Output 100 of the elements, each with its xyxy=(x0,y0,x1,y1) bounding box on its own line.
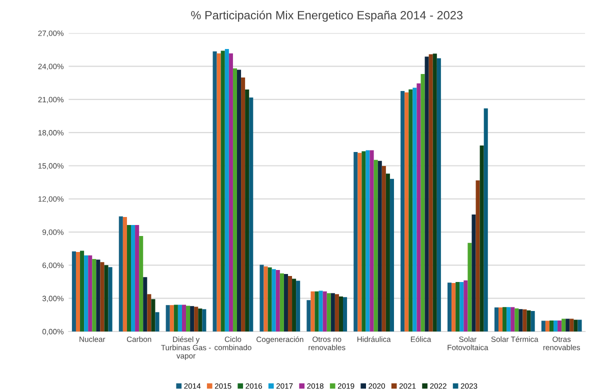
bar xyxy=(472,214,476,332)
bar xyxy=(108,267,112,332)
bar xyxy=(170,305,174,332)
bar xyxy=(386,174,390,332)
bar xyxy=(186,306,190,332)
bar xyxy=(104,265,108,332)
bar xyxy=(460,282,464,332)
bar xyxy=(514,308,519,332)
bar xyxy=(545,320,550,332)
bar xyxy=(272,269,276,332)
bar xyxy=(412,88,417,332)
bar xyxy=(326,293,331,332)
bar xyxy=(147,294,152,332)
bar xyxy=(343,297,348,332)
bar xyxy=(400,91,405,332)
bar xyxy=(424,56,429,332)
bar xyxy=(143,277,148,332)
bar xyxy=(374,160,378,332)
bar xyxy=(468,242,472,332)
bar xyxy=(480,146,484,332)
bar xyxy=(558,320,562,332)
bar xyxy=(122,217,127,332)
bar xyxy=(260,264,264,332)
bar xyxy=(452,282,456,332)
bar xyxy=(182,304,186,332)
bar xyxy=(224,49,229,332)
bar xyxy=(194,306,198,332)
bar xyxy=(288,276,292,332)
bar xyxy=(198,308,202,332)
bar xyxy=(96,260,100,332)
bar xyxy=(526,310,531,332)
chart-title: % Participación Mix Energetico España 2014 - 2023 xyxy=(191,10,463,22)
bar xyxy=(212,51,217,332)
bar xyxy=(570,318,574,332)
bar xyxy=(428,54,433,332)
bar xyxy=(126,224,131,332)
bar xyxy=(296,280,300,332)
bar xyxy=(292,278,296,332)
bar xyxy=(554,320,558,332)
bar xyxy=(530,311,535,332)
bar xyxy=(174,304,178,332)
bar xyxy=(574,320,578,332)
bar xyxy=(378,160,382,332)
bar xyxy=(216,53,221,332)
bar xyxy=(268,267,272,332)
bar xyxy=(322,291,327,332)
bar xyxy=(178,304,182,332)
bar xyxy=(310,291,315,332)
bar xyxy=(80,250,84,332)
bar xyxy=(541,320,546,332)
bar xyxy=(464,280,468,332)
bar xyxy=(484,108,488,332)
bar xyxy=(420,74,425,332)
bar xyxy=(264,266,268,332)
bar xyxy=(72,251,76,332)
bar xyxy=(448,282,452,332)
bar xyxy=(502,307,507,332)
bar xyxy=(498,307,503,332)
bar xyxy=(366,150,370,332)
bar xyxy=(135,224,140,332)
bar xyxy=(390,178,394,332)
bar xyxy=(432,54,437,332)
bar xyxy=(228,53,233,332)
bar xyxy=(245,90,250,332)
bar xyxy=(338,296,344,332)
bar xyxy=(408,89,413,332)
bar xyxy=(436,58,441,332)
bar xyxy=(190,306,194,332)
bar xyxy=(166,305,170,332)
bar xyxy=(92,259,96,332)
bar xyxy=(566,318,570,332)
bar xyxy=(139,236,144,332)
bar xyxy=(578,320,582,332)
bar xyxy=(314,291,319,332)
bar xyxy=(202,309,206,332)
bar xyxy=(100,262,104,332)
bar xyxy=(330,293,335,332)
bar xyxy=(280,273,284,332)
bar xyxy=(354,152,358,332)
bar xyxy=(382,166,386,332)
bar xyxy=(220,50,225,332)
bar xyxy=(522,309,527,332)
bar xyxy=(318,290,323,332)
bar xyxy=(358,152,362,332)
bar xyxy=(518,309,523,332)
bar xyxy=(334,294,339,332)
bar xyxy=(510,307,515,332)
bar xyxy=(370,150,374,332)
bar xyxy=(404,92,409,332)
bar xyxy=(232,68,238,332)
bar xyxy=(362,151,366,332)
bar xyxy=(84,255,88,332)
bar xyxy=(241,77,246,332)
bar xyxy=(306,300,311,332)
bar xyxy=(237,70,242,332)
bar xyxy=(494,307,498,332)
bar xyxy=(506,307,511,332)
bar xyxy=(151,299,156,332)
bar xyxy=(88,255,92,332)
bar xyxy=(155,312,160,332)
